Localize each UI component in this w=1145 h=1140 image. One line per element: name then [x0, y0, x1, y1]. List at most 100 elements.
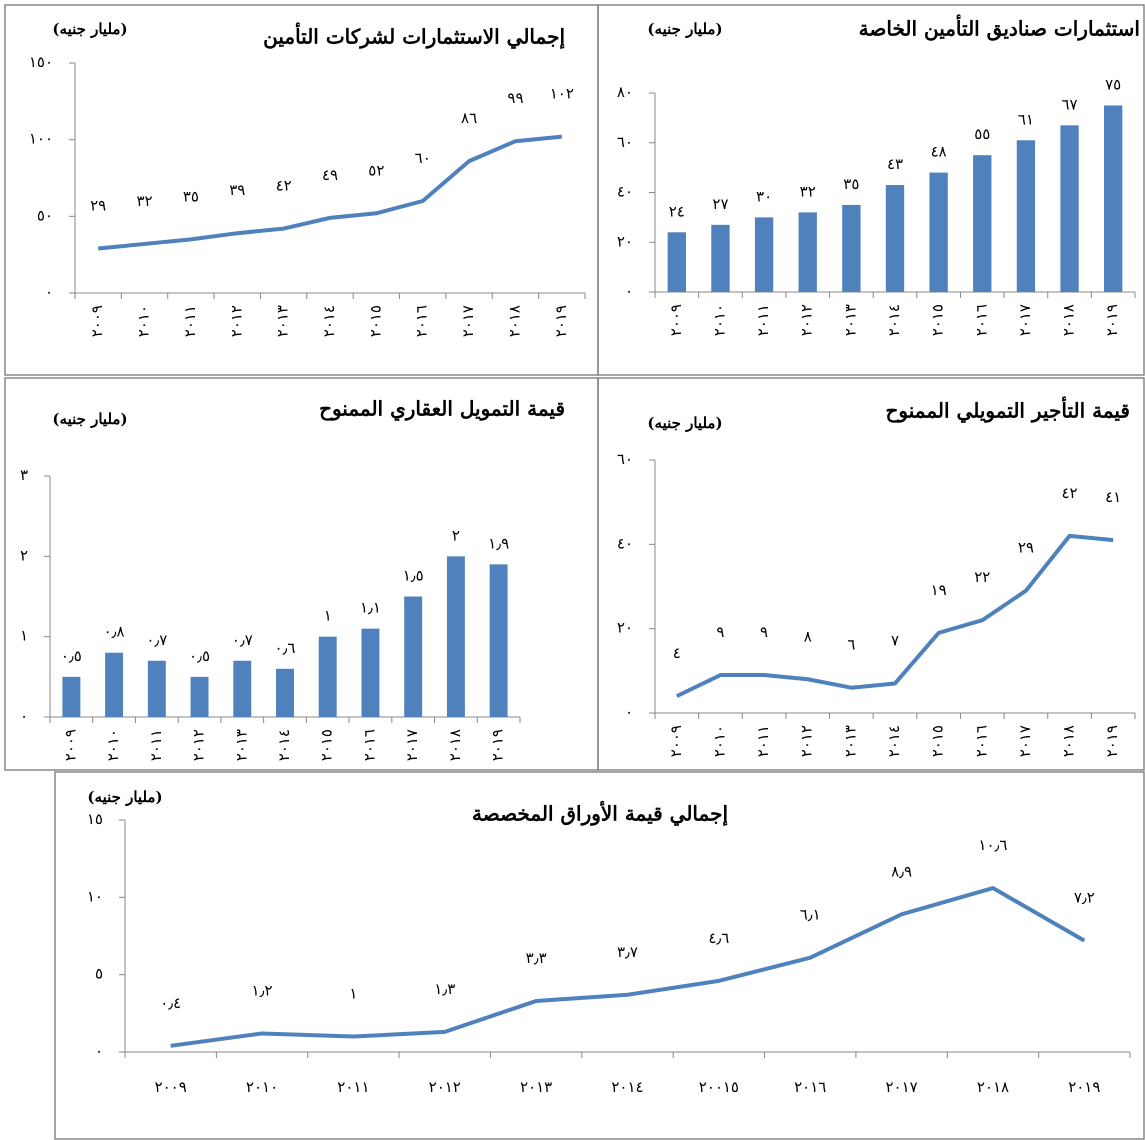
data-label: ٧٥ [1105, 75, 1121, 93]
data-label: ١٫١ [360, 599, 381, 617]
x-tick-label: ٢٠١٥ [929, 725, 947, 757]
y-tick-label: ١ [20, 627, 28, 645]
data-label: ٤٣ [887, 155, 903, 173]
x-tick-label: ٢٠١٦ [972, 725, 990, 757]
x-tick-label: ٢٠١٧ [885, 1078, 917, 1096]
x-tick-label: ٢٠١٦ [794, 1078, 826, 1096]
bar [1016, 140, 1036, 292]
data-label: ٦ [847, 636, 855, 654]
data-label: ٤٢ [276, 177, 292, 195]
x-tick-label: ٢٠٠٩ [667, 725, 685, 757]
bar [667, 232, 686, 292]
data-label: ٣٠ [756, 187, 772, 205]
x-tick-label: ٢٠١٦ [360, 729, 378, 761]
x-tick-label: ٢٠١٨ [1060, 725, 1078, 757]
data-label: ٨٫٩ [891, 862, 912, 880]
x-tick-label: ٢٠١١ [754, 725, 772, 757]
data-label: ٤٩ [322, 166, 338, 184]
x-tick-label: ٢٠١٦ [413, 305, 431, 337]
x-tick-label: ٢٠١١ [147, 729, 165, 761]
x-tick-label: ٢٠١٠ [104, 729, 122, 761]
bar [62, 676, 81, 717]
data-label: ٢٤ [669, 202, 685, 220]
x-tick-label: ٢٠١٠ [135, 305, 153, 337]
data-label: ٧ [891, 631, 899, 649]
x-tick-label: ٢٠١٧ [1016, 304, 1034, 336]
data-label: ٢٧ [712, 195, 728, 213]
x-tick-label: ٢٠١٢ [798, 304, 816, 336]
x-tick-label: ٢٠١١ [181, 305, 199, 337]
y-tick-label: ٢٠ [617, 232, 633, 250]
x-tick-label: ٢٠١٠ [710, 304, 728, 336]
x-tick-label: ٢٠١٨ [1060, 304, 1078, 336]
data-label: ٦١ [1018, 110, 1034, 128]
x-tick-label: ٢٠١١ [337, 1078, 369, 1096]
data-label: ١٠٫٦ [978, 836, 1007, 854]
panel [4, 377, 599, 771]
x-tick-label: ٢٠١٨ [505, 305, 523, 337]
x-tick-label: ٢٠١١ [754, 304, 772, 336]
data-label: ٤٨ [931, 143, 947, 161]
chart-title: إجمالي الاستثمارات لشركات التأمين [263, 23, 565, 50]
data-label: ٣٥ [183, 187, 199, 205]
unit-label: (مليار جنيه) [52, 20, 127, 38]
line [675, 533, 1114, 698]
data-label: ٩ [760, 623, 768, 641]
x-tick-label: ٢٠١٣ [841, 725, 859, 757]
x-tick-label: ٢٠١٨ [446, 729, 464, 761]
x-tick-label: ٢٠١٤ [275, 729, 293, 761]
data-label: ٤ [673, 644, 681, 662]
panel [54, 771, 1145, 1140]
chart-title: قيمة التأجير التمويلي الممنوح [886, 397, 1130, 424]
data-label: ١ [349, 985, 357, 1003]
unit-label: (مليار جنيه) [52, 410, 127, 428]
data-label: ٠٫٧ [232, 631, 253, 649]
bar [105, 652, 124, 717]
data-label: ٨ [804, 627, 812, 645]
x-tick-label: ٢٠١٢ [798, 725, 816, 757]
data-label: ٢٩ [90, 197, 106, 215]
y-tick-label: ٦٠ [617, 133, 633, 151]
data-label: ١ [324, 607, 332, 625]
bar [361, 628, 380, 717]
x-tick-label: ٢٠١٤ [885, 304, 903, 336]
x-tick-label: ٢٠١٧ [1016, 725, 1034, 757]
data-label: ١٩ [931, 581, 947, 599]
x-tick-label: ٢٠١٧ [403, 729, 421, 761]
x-tick-label: ٢٠١٣ [841, 304, 859, 336]
data-label: ٥٢ [368, 161, 384, 179]
data-label: ٢٩ [1018, 539, 1034, 557]
data-label: ٠٫٧ [146, 631, 167, 649]
y-tick-label: ٣ [20, 466, 28, 484]
x-tick-label: ٢٠٠١٥ [699, 1078, 739, 1096]
data-label: ٥٥ [974, 125, 990, 143]
line [170, 886, 1086, 1048]
bar [711, 224, 730, 292]
y-tick-label: ٨٠ [617, 83, 633, 101]
data-label: ٦٫١ [800, 906, 821, 924]
x-tick-label: ٢٠٠٩ [61, 729, 79, 761]
data-label: ٢٢ [974, 568, 990, 586]
data-label: ٩٩ [507, 89, 523, 107]
unit-label: (مليار جنيه) [647, 20, 722, 38]
unit-label: (مليار جنيه) [87, 788, 162, 806]
data-label: ٠٫٥ [61, 647, 82, 665]
x-tick-label: ٢٠١٠ [710, 725, 728, 757]
x-tick-label: ٢٠١٩ [552, 305, 570, 337]
chart-title: قيمة التمويل العقاري الممنوح [319, 397, 565, 422]
line [97, 134, 563, 251]
panel [597, 4, 1145, 376]
y-tick-label: ١٠ [87, 887, 103, 905]
data-label: ١٠٢ [550, 85, 574, 103]
chart-title: إجمالي قيمة الأوراق المخصصة [472, 801, 728, 827]
x-tick-label: ٢٠١٦ [972, 304, 990, 336]
data-label: ٧٫٢ [1074, 889, 1095, 907]
bar [404, 596, 423, 717]
data-label: ١٫٣ [434, 980, 455, 998]
x-tick-label: ٢٠١٥ [318, 729, 336, 761]
y-tick-label: ٠ [45, 283, 53, 301]
data-label: ٦٧ [1061, 95, 1077, 113]
bar [1060, 125, 1079, 293]
y-tick-label: ٠ [95, 1042, 103, 1060]
